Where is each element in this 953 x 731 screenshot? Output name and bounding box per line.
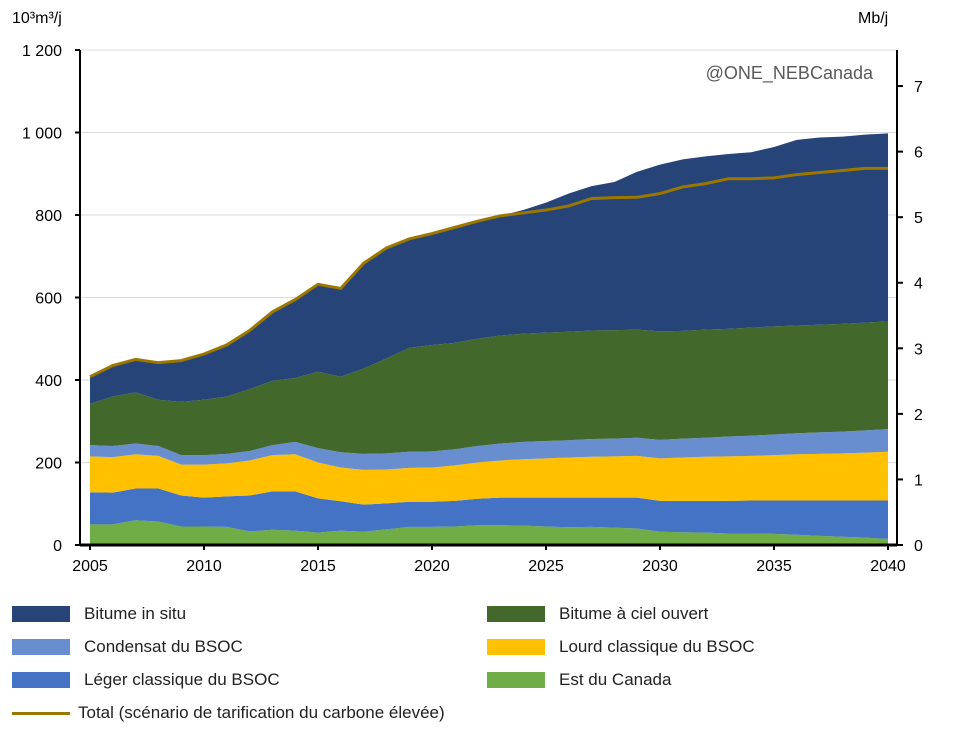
legend-line-swatch (12, 711, 70, 715)
area-bitume-in-situ (90, 133, 888, 404)
y-tick-label: 0 (53, 538, 62, 555)
left-axis-unit: 10³m³/j (12, 10, 62, 27)
y-tick-label: 1 000 (22, 126, 62, 143)
legend-label: Est du Canada (559, 670, 672, 689)
y2-tick-label: 2 (914, 407, 923, 424)
x-tick-label: 2010 (186, 558, 222, 575)
legend-label: Bitume in situ (84, 604, 187, 623)
legend-swatch (12, 672, 70, 688)
legend-swatch (12, 606, 70, 622)
y2-tick-label: 5 (914, 210, 923, 227)
legend-label: Lourd classique du BSOC (559, 637, 755, 656)
legend-item: Total (scénario de tarification du carbo… (12, 703, 445, 723)
area-bitume-ciel-ouvert (90, 321, 888, 456)
legend-swatch (487, 639, 545, 655)
y-tick-label: 600 (35, 291, 62, 308)
x-tick-label: 2025 (528, 558, 564, 575)
legend-item: Léger classique du BSOC (12, 670, 280, 690)
legend-label: Bitume à ciel ouvert (559, 604, 709, 623)
y2-tick-label: 0 (914, 538, 923, 555)
y-tick-label: 1 200 (22, 43, 62, 60)
x-tick-label: 2005 (72, 558, 108, 575)
x-tick-label: 2040 (870, 558, 906, 575)
y-tick-label: 800 (35, 208, 62, 225)
area-est-du-canada (90, 520, 888, 545)
x-tick-label: 2035 (756, 558, 792, 575)
y-tick-label: 400 (35, 373, 62, 390)
legend-item: Bitume à ciel ouvert (487, 604, 708, 624)
y-tick-label: 200 (35, 456, 62, 473)
x-tick-label: 2015 (300, 558, 336, 575)
y2-tick-label: 4 (914, 276, 923, 293)
area-l-ger-classique-du-bsoc (90, 488, 888, 539)
legend-label: Condensat du BSOC (84, 637, 243, 656)
legend-label: Total (scénario de tarification du carbo… (78, 703, 445, 722)
legend-item: Condensat du BSOC (12, 637, 243, 657)
legend-item: Est du Canada (487, 670, 671, 690)
area-lourd-classique-du-bsoc (90, 451, 888, 505)
legend-item: Bitume in situ (12, 604, 186, 624)
total-line (89, 166, 888, 379)
legend-swatch (12, 639, 70, 655)
y2-tick-label: 3 (914, 341, 923, 358)
area-condensat-du-bsoc (90, 429, 888, 470)
legend-swatch (487, 606, 545, 622)
y2-tick-label: 6 (914, 145, 923, 162)
legend-item: Lourd classique du BSOC (487, 637, 755, 657)
right-axis-unit: Mb/j (858, 10, 889, 27)
legend-label: Léger classique du BSOC (84, 670, 280, 689)
x-tick-label: 2020 (414, 558, 450, 575)
watermark: @ONE_NEBCanada (706, 63, 874, 84)
x-tick-label: 2030 (642, 558, 678, 575)
y2-tick-label: 1 (914, 472, 923, 489)
y2-tick-label: 7 (914, 79, 923, 96)
legend-swatch (487, 672, 545, 688)
